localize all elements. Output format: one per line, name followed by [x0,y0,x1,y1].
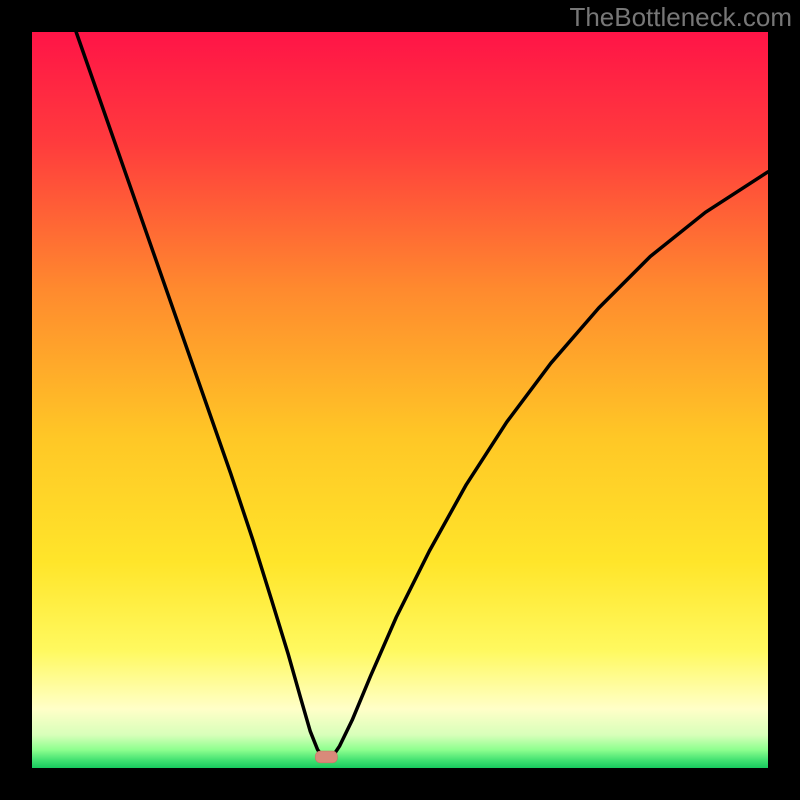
chart-root: TheBottleneck.com [0,0,800,800]
minimum-marker [315,751,337,763]
bottleneck-chart [0,0,800,800]
watermark-text: TheBottleneck.com [569,2,792,33]
plot-background [32,32,768,768]
